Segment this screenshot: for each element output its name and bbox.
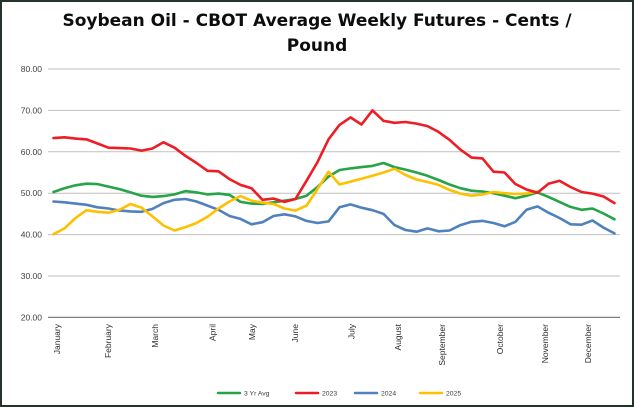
y-axis-label: 80.00 [21, 64, 43, 74]
month-label-february: February [103, 323, 113, 358]
gridlines [48, 68, 620, 319]
series-line-2024 [52, 197, 616, 235]
chart-title: Soybean Oil - CBOT Average Weekly Future… [62, 11, 572, 56]
y-axis-label: 30.00 [21, 271, 43, 281]
month-label-june: June [290, 324, 300, 343]
month-label-january: January [52, 323, 62, 354]
month-label-may: May [247, 323, 257, 340]
month-label-august: August [393, 323, 403, 350]
legend-label-2023: 2023 [322, 390, 337, 397]
y-axis-label: 20.00 [21, 312, 43, 322]
legend: 3 Yr Avg 2023 2024 2025 [216, 390, 461, 397]
month-label-september: September [437, 324, 447, 366]
month-label-december: December [583, 324, 593, 363]
month-label-april: April [208, 324, 218, 341]
legend-label-2025: 2025 [446, 390, 461, 397]
month-label-november: November [540, 324, 550, 363]
y-axis-label: 60.00 [21, 147, 43, 157]
y-axis-label: 40.00 [21, 230, 43, 240]
x-axis-labels: January February March April May June July Augu… [52, 323, 593, 365]
y-axis-label: 50.00 [21, 188, 43, 198]
month-label-october: October [495, 324, 505, 354]
month-label-july: July [347, 323, 357, 339]
y-axis-labels: 80.00 70.00 60.00 50.00 40.00 30.00 20.00 [21, 64, 43, 322]
series-line-2023 [52, 109, 616, 205]
y-axis-label: 70.00 [21, 105, 43, 115]
legend-label-2024: 2024 [381, 390, 396, 397]
series-lines [52, 109, 616, 236]
legend-label-3-yr-avg: 3 Yr Avg [244, 390, 270, 397]
line-chart: 80.00 70.00 60.00 50.00 40.00 30.00 20.00 Janu… [21, 64, 620, 397]
series-line-2025 [52, 167, 539, 236]
series-line-3-yr-avg [52, 161, 616, 221]
month-label-march: March [150, 324, 160, 348]
